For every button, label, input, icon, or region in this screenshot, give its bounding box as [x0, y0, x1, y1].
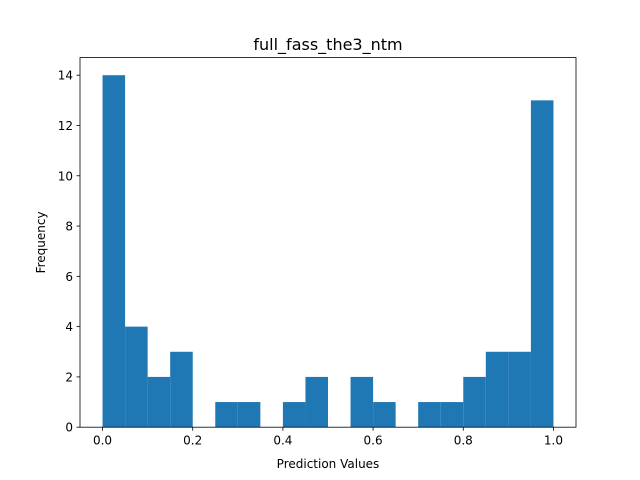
x-axis-label: Prediction Values	[277, 457, 380, 471]
y-tick-label: 0	[65, 421, 73, 435]
y-tick-label: 12	[58, 119, 73, 133]
y-tick-label: 4	[65, 320, 73, 334]
histogram-bar	[282, 402, 306, 428]
histogram-bar	[485, 351, 509, 428]
x-axis-ticks: 0.0 0.2 0.4 0.6 0.8 1.0	[93, 427, 563, 448]
histogram-bar	[237, 402, 261, 428]
bars-group	[102, 75, 554, 428]
histogram-bar	[440, 402, 464, 428]
histogram-bar	[305, 376, 328, 428]
histogram-bar	[125, 326, 148, 428]
plot-frame	[79, 57, 577, 428]
histogram-bar	[418, 402, 441, 428]
histogram-bar	[530, 100, 554, 428]
x-tick-label: 0.2	[183, 434, 202, 448]
y-tick-label: 14	[58, 69, 73, 83]
x-tick-label: 1.0	[544, 434, 563, 448]
histogram-bar	[170, 351, 193, 428]
histogram-bar	[102, 75, 126, 428]
histogram-bar	[508, 351, 531, 428]
histogram-bar	[215, 402, 238, 428]
histogram-bar	[147, 376, 171, 428]
y-tick-label: 6	[65, 270, 73, 284]
y-axis-ticks: 0 2 4 6 8 10 12 14	[58, 69, 80, 435]
y-tick-label: 10	[58, 169, 73, 183]
chart-title: full_fass_the3_ntm	[253, 35, 402, 55]
x-tick-label: 0.8	[454, 434, 473, 448]
y-axis-label: Frequency	[34, 211, 48, 273]
y-tick-label: 2	[65, 370, 73, 384]
histogram-bar	[373, 402, 396, 428]
histogram-bar	[463, 376, 486, 428]
histogram-bar	[350, 376, 374, 428]
x-tick-label: 0.6	[364, 434, 383, 448]
x-tick-label: 0.0	[93, 434, 112, 448]
y-tick-label: 8	[65, 220, 73, 234]
x-tick-label: 0.4	[273, 434, 292, 448]
